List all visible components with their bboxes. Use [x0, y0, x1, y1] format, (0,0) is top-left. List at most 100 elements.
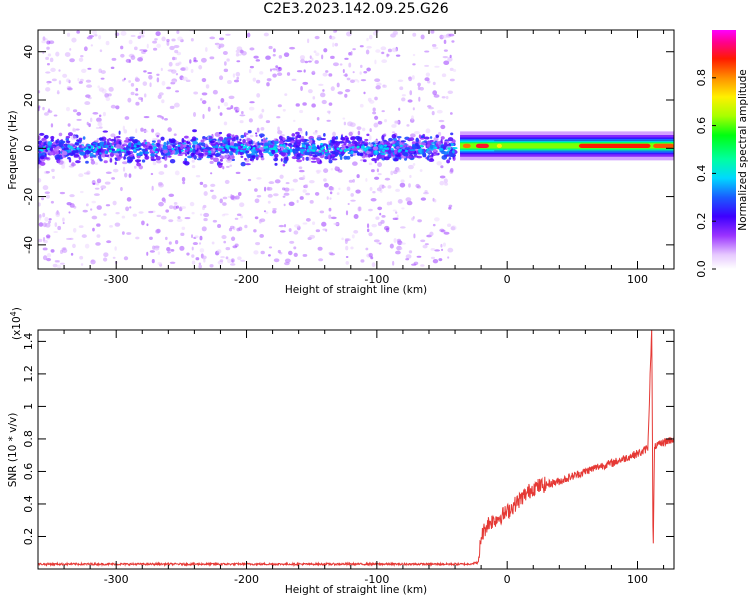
- heatmap-cell: [350, 246, 354, 250]
- heatmap-cell: [87, 146, 92, 149]
- heatmap-cell: [334, 151, 340, 156]
- heatmap-cell: [408, 250, 413, 254]
- heatmap-cell: [125, 147, 129, 151]
- heatmap-cell: [64, 52, 71, 57]
- heatmap-cell: [239, 120, 244, 124]
- heatmap-cell: [372, 190, 376, 194]
- heatmap-cell: [176, 218, 183, 223]
- heatmap-cell: [167, 127, 172, 132]
- heatmap-cell: [162, 145, 168, 150]
- heatmap-cell: [366, 37, 369, 42]
- heatmap-cell: [378, 242, 382, 245]
- heatmap-cell: [269, 68, 273, 72]
- heatmap-cell: [266, 186, 270, 191]
- heatmap-cell: [287, 250, 293, 256]
- heatmap-cell: [175, 73, 179, 76]
- heatmap-cell: [134, 159, 141, 163]
- heatmap-cell: [299, 109, 304, 114]
- heatmap-cell: [54, 154, 61, 159]
- heatmap-cell: [265, 211, 269, 214]
- heatmap-cell: [411, 75, 415, 80]
- heatmap-cell: [352, 161, 358, 166]
- heatmap-cell: [292, 178, 298, 183]
- heatmap-cell: [302, 102, 307, 106]
- heatmap-cell: [69, 203, 75, 208]
- heatmap-cell: [240, 143, 244, 147]
- heatmap-cell: [440, 165, 444, 169]
- heatmap-cell: [330, 55, 335, 60]
- heatmap-cell: [395, 188, 401, 192]
- heatmap-cell: [278, 135, 283, 141]
- heatmap-cell: [61, 150, 68, 156]
- heatmap-cell: [314, 151, 319, 155]
- heatmap-cell: [223, 121, 228, 126]
- heatmap-cell: [191, 211, 195, 215]
- heatmap-cell: [76, 30, 80, 34]
- heatmap-cell: [222, 50, 228, 55]
- heatmap-cell: [260, 157, 265, 161]
- heatmap-cell: [400, 226, 406, 229]
- heatmap-cell: [78, 137, 83, 141]
- heatmap-cell: [195, 257, 200, 261]
- heatmap-cell: [168, 219, 174, 223]
- heatmap-cell: [174, 49, 179, 54]
- heatmap-cell: [148, 74, 153, 80]
- heatmap-cell: [290, 188, 295, 191]
- heatmap-cell: [226, 58, 230, 62]
- heatmap-cell: [379, 140, 384, 143]
- heatmap-cell: [93, 193, 100, 197]
- heatmap-cell: [58, 132, 63, 137]
- heatmap-cell: [165, 236, 168, 241]
- heatmap-cell: [43, 157, 49, 160]
- heatmap-cell: [146, 223, 149, 227]
- heatmap-cell: [373, 144, 377, 147]
- heatmap-cell: [410, 133, 416, 138]
- heatmap-cell: [326, 196, 329, 200]
- colorbar-label: Normalized spectral amplitude: [737, 69, 749, 230]
- heatmap-cell: [220, 255, 225, 259]
- heatmap-cell: [356, 126, 362, 131]
- heatmap-cell: [102, 130, 109, 133]
- heatmap-cell: [134, 76, 139, 82]
- heatmap-cell: [142, 148, 146, 154]
- heatmap-cell: [159, 145, 162, 150]
- heatmap-cell: [362, 159, 367, 163]
- heatmap-cell: [352, 71, 355, 74]
- heatmap-cell: [86, 84, 93, 88]
- heatmap-cell: [92, 182, 96, 185]
- heatmap-cell: [152, 138, 159, 141]
- heatmap-cell: [144, 147, 148, 152]
- heatmap-cell: [46, 147, 50, 151]
- heatmap-cell: [86, 121, 89, 126]
- heatmap-cell: [363, 143, 368, 146]
- heatmap-cell: [271, 68, 278, 71]
- heatmap-cell: [411, 115, 414, 121]
- heatmap-cell: [42, 185, 49, 191]
- heatmap-cell: [250, 148, 256, 153]
- heatmap-cell: [451, 40, 455, 43]
- heatmap-cell: [362, 127, 366, 132]
- heatmap-cell: [291, 78, 297, 81]
- heatmap-cell: [248, 140, 253, 145]
- heatmap-cell: [443, 49, 448, 52]
- heatmap-cell: [211, 241, 215, 245]
- heatmap-cell: [240, 259, 246, 262]
- heatmap-cell: [78, 81, 83, 84]
- heatmap-cell: [275, 65, 279, 69]
- heatmap-cell: [127, 97, 132, 103]
- heatmap-cell: [299, 196, 304, 200]
- heatmap-cell: [134, 165, 137, 169]
- heatmap-cell: [293, 119, 296, 123]
- heatmap-cell: [366, 223, 370, 229]
- heatmap-cell: [279, 230, 286, 233]
- heatmap-cell: [321, 99, 327, 105]
- heatmap-cell: [447, 247, 454, 253]
- heatmap-cell: [104, 154, 110, 158]
- heatmap-cell: [386, 201, 391, 206]
- heatmap-cell: [259, 71, 264, 75]
- heatmap-cell: [281, 187, 286, 191]
- heatmap-cell: [155, 132, 161, 137]
- heatmap-cell: [192, 144, 195, 148]
- heatmap-cell: [154, 246, 160, 251]
- heatmap-cell: [156, 214, 162, 218]
